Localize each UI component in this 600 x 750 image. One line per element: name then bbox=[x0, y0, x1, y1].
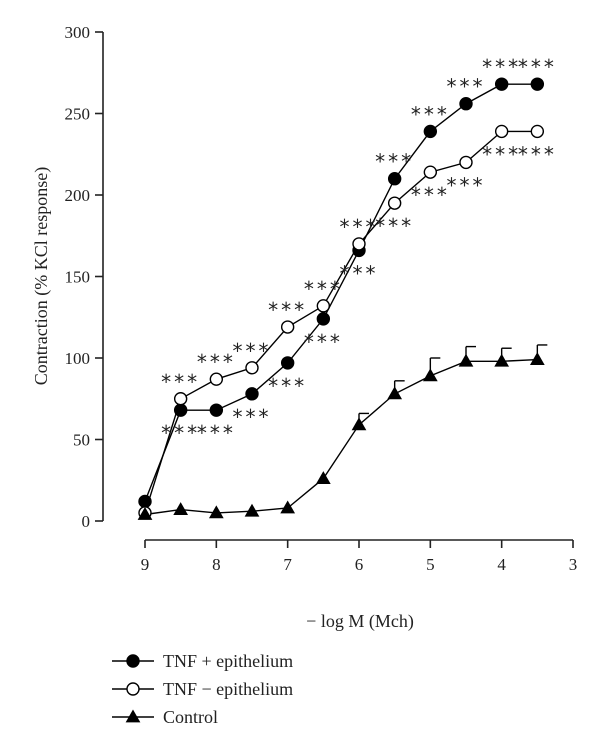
series-line-1 bbox=[144, 130, 538, 514]
y-tick-label: 200 bbox=[65, 186, 91, 205]
data-point bbox=[387, 171, 402, 186]
significance-label: *** bbox=[518, 55, 557, 79]
significance-label: *** bbox=[482, 142, 521, 166]
x-ticks: 9 8 7 6 5 4 3 bbox=[141, 540, 578, 574]
data-point bbox=[280, 320, 295, 334]
x-tick-label: 6 bbox=[355, 555, 364, 574]
data-point bbox=[316, 299, 331, 313]
significance-label: *** bbox=[233, 339, 272, 363]
data-point bbox=[494, 77, 509, 91]
y-tick-label: 0 bbox=[82, 512, 91, 531]
significance-label: *** bbox=[411, 183, 450, 207]
y-ticks: 0 50 100 150 200 250 300 bbox=[65, 23, 103, 531]
legend: TNF + epithelium TNF − epithelium Control bbox=[112, 651, 293, 727]
data-point bbox=[244, 503, 260, 517]
data-point bbox=[387, 386, 403, 400]
y-tick-label: 300 bbox=[65, 23, 91, 42]
data-point bbox=[459, 97, 473, 111]
x-tick-label: 4 bbox=[497, 555, 506, 574]
data-point bbox=[315, 471, 331, 484]
data-point bbox=[245, 387, 259, 401]
significance-label: *** bbox=[447, 173, 486, 197]
significance-label: *** bbox=[304, 277, 343, 301]
data-point bbox=[209, 372, 224, 386]
data-point bbox=[530, 77, 545, 91]
data-point bbox=[137, 506, 153, 520]
significance-label: *** bbox=[447, 75, 486, 99]
significance-label: *** bbox=[411, 102, 450, 126]
data-point bbox=[316, 312, 331, 326]
x-tick-label: 5 bbox=[426, 555, 435, 574]
plot-area: ****************************************… bbox=[137, 55, 557, 520]
y-tick-label: 100 bbox=[65, 349, 91, 368]
x-tick-label: 7 bbox=[283, 555, 292, 574]
significance-label: *** bbox=[161, 370, 200, 394]
legend-marker bbox=[125, 709, 141, 723]
significance-label: *** bbox=[340, 261, 379, 285]
data-point bbox=[529, 352, 545, 366]
significance-label: *** bbox=[268, 374, 307, 398]
data-point bbox=[494, 124, 509, 139]
data-point bbox=[245, 361, 259, 375]
data-point bbox=[422, 368, 438, 382]
y-tick-label: 50 bbox=[73, 431, 90, 450]
data-point bbox=[352, 237, 366, 251]
legend-label: Control bbox=[163, 707, 218, 727]
significance-label: *** bbox=[482, 55, 521, 79]
data-point bbox=[458, 353, 474, 367]
data-point bbox=[173, 392, 188, 406]
series-line-2 bbox=[144, 358, 538, 516]
x-tick-label: 8 bbox=[212, 555, 221, 574]
y-axis-label: Contraction (% KCl response) bbox=[31, 167, 52, 385]
significance-label: *** bbox=[197, 421, 236, 445]
data-point bbox=[280, 356, 295, 370]
data-point bbox=[173, 403, 188, 417]
legend-marker bbox=[126, 654, 140, 668]
data-point bbox=[351, 417, 367, 431]
legend-item: Control bbox=[112, 707, 218, 727]
significance-label: *** bbox=[197, 350, 236, 374]
legend-item: TNF − epithelium bbox=[112, 679, 293, 699]
significance-label: *** bbox=[375, 214, 414, 238]
legend-label: TNF − epithelium bbox=[163, 679, 293, 699]
legend-label: TNF + epithelium bbox=[163, 651, 293, 671]
data-point bbox=[138, 494, 152, 509]
data-point bbox=[494, 353, 510, 367]
data-point bbox=[423, 124, 438, 139]
data-point bbox=[209, 403, 224, 417]
data-point bbox=[530, 124, 545, 139]
x-tick-label: 9 bbox=[141, 555, 150, 574]
data-point bbox=[280, 500, 296, 514]
y-tick-label: 150 bbox=[65, 268, 91, 287]
y-tick-label: 250 bbox=[65, 105, 91, 124]
significance-label: *** bbox=[518, 142, 557, 166]
data-point bbox=[387, 196, 402, 210]
legend-item: TNF + epithelium bbox=[112, 651, 293, 671]
significance-label: *** bbox=[161, 421, 200, 445]
x-tick-label: 3 bbox=[569, 555, 578, 574]
significance-label: *** bbox=[268, 298, 307, 322]
x-axis-label: − log M (Mch) bbox=[306, 611, 414, 632]
significance-label: *** bbox=[375, 150, 414, 174]
significance-label: *** bbox=[233, 405, 272, 429]
data-point bbox=[208, 505, 224, 519]
data-point bbox=[423, 165, 438, 179]
significance-label: *** bbox=[340, 215, 379, 239]
significance-label: *** bbox=[304, 330, 343, 354]
data-point bbox=[173, 502, 189, 515]
data-point bbox=[459, 155, 473, 170]
legend-marker bbox=[126, 682, 140, 696]
